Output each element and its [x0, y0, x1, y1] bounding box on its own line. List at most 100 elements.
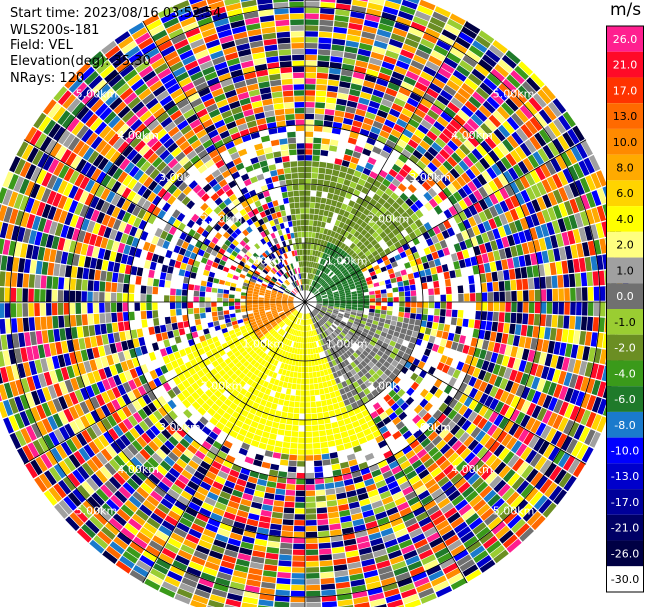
range-gate-cell: [274, 332, 279, 339]
range-gate-cell: [407, 560, 423, 571]
range-gate-cell: [208, 599, 225, 607]
range-gate-cell: [157, 255, 165, 264]
range-gate-cell: [344, 262, 351, 269]
range-gate-cell: [5, 365, 15, 382]
range-gate-cell: [358, 417, 367, 426]
range-gate-cell: [546, 302, 553, 314]
range-gate-cell: [378, 169, 388, 178]
range-gate-cell: [345, 205, 353, 213]
range-gate-cell: [379, 346, 387, 353]
range-gate-cell: [415, 338, 423, 346]
range-gate-cell: [369, 424, 379, 433]
range-gate-cell: [518, 61, 534, 76]
range-gate-cell: [305, 413, 312, 420]
range-gate-cell: [179, 364, 188, 373]
range-gate-cell: [578, 227, 587, 242]
range-gate-cell: [231, 464, 242, 473]
range-gate-cell: [364, 232, 372, 240]
range-gate-cell: [511, 290, 517, 302]
range-gate-cell: [147, 457, 159, 469]
range-gate-cell: [93, 437, 105, 451]
range-gate-cell: [524, 172, 536, 186]
range-gate-cell: [597, 381, 607, 398]
range-gate-cell: [291, 309, 296, 313]
range-gate-cell: [402, 164, 412, 174]
range-gate-cell: [124, 162, 135, 174]
range-gate-cell: [190, 440, 201, 450]
range-gate-cell: [226, 377, 234, 385]
range-gate-cell: [336, 395, 343, 403]
range-gate-cell: [223, 365, 231, 373]
range-gate-cell: [348, 200, 356, 208]
range-gate-cell: [309, 312, 313, 318]
range-gate-cell: [320, 571, 334, 579]
range-gate-cell: [429, 125, 442, 137]
range-gate-cell: [41, 330, 49, 344]
range-gate-cell: [53, 483, 67, 499]
range-gate-cell: [182, 314, 189, 322]
range-gate-cell: [329, 250, 334, 256]
range-gate-cell: [315, 102, 326, 109]
range-gate-cell: [289, 347, 293, 353]
range-gate-cell: [238, 380, 246, 388]
range-gate-cell: [137, 385, 147, 397]
range-gate-cell: [557, 171, 569, 186]
range-gate-cell: [357, 370, 364, 378]
range-gate-cell: [224, 480, 236, 489]
range-gate-cell: [333, 291, 339, 295]
range-gate-cell: [399, 582, 415, 593]
range-gate-cell: [590, 363, 599, 379]
range-gate-cell: [161, 520, 176, 532]
range-gate-cell: [55, 250, 63, 264]
range-gate-cell: [60, 251, 69, 265]
range-gate-cell: [86, 245, 94, 257]
range-gate-cell: [103, 344, 112, 356]
range-gate-cell: [320, 239, 325, 246]
range-gate-cell: [118, 372, 128, 384]
range-gate-cell: [316, 295, 322, 299]
range-gate-cell: [261, 317, 268, 321]
range-gate-cell: [420, 276, 427, 284]
range-gate-cell: [412, 87, 425, 98]
range-gate-cell: [343, 52, 357, 60]
range-gate-cell: [145, 164, 156, 176]
range-gate-cell: [43, 343, 52, 358]
range-gate-cell: [403, 549, 418, 560]
range-gate-cell: [250, 366, 257, 374]
range-gate-cell: [367, 63, 381, 72]
range-gate-cell: [369, 271, 376, 277]
range-gate-cell: [349, 283, 355, 288]
range-gate-cell: [3, 206, 13, 223]
range-gate-cell: [413, 228, 422, 237]
range-gate-cell: [133, 377, 142, 388]
range-gate-cell: [367, 2, 383, 11]
range-gate-cell: [477, 369, 487, 381]
range-gate-cell: [499, 291, 505, 302]
range-gate-cell: [438, 524, 453, 536]
range-gate-cell: [296, 324, 299, 330]
range-gate-cell: [323, 411, 330, 418]
range-gate-cell: [351, 291, 357, 295]
range-gate-cell: [270, 523, 282, 531]
range-gate-cell: [417, 302, 423, 308]
range-gate-cell: [66, 365, 75, 379]
range-gate-cell: [52, 276, 59, 289]
range-gate-cell: [484, 242, 493, 253]
range-gate-cell: [312, 268, 316, 274]
range-gate-cell: [553, 449, 566, 465]
range-gate-cell: [411, 296, 417, 302]
range-gate-cell: [384, 588, 400, 598]
range-gate-cell: [220, 560, 235, 570]
range-gate-cell: [406, 435, 416, 445]
range-gate-cell: [247, 573, 262, 582]
range-gate-cell: [414, 485, 427, 496]
range-gate-cell: [481, 253, 489, 264]
range-gate-cell: [313, 143, 321, 150]
range-gate-cell: [243, 360, 250, 368]
range-gate-cell: [392, 219, 401, 228]
range-gate-cell: [561, 231, 570, 246]
range-gate-cell: [373, 604, 387, 607]
range-gate-cell: [476, 446, 488, 459]
range-gate-cell: [241, 340, 248, 347]
range-gate-cell: [421, 521, 435, 533]
